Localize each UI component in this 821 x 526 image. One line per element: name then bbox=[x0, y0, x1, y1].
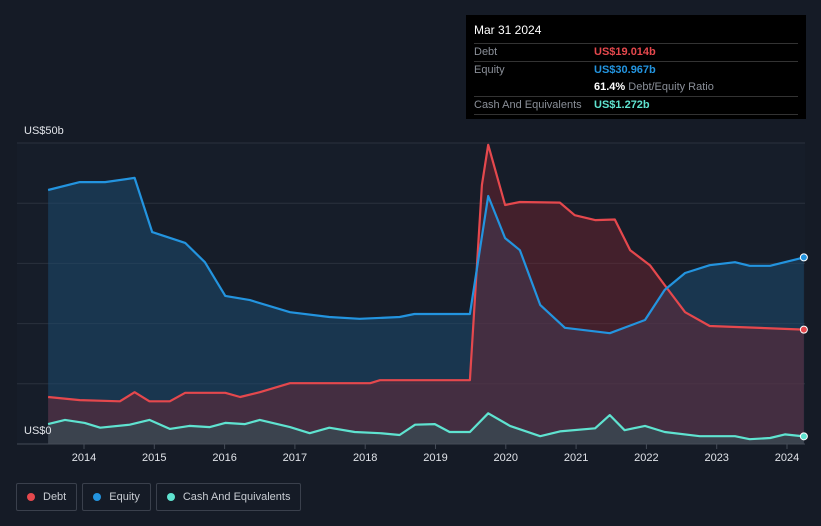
equity-dot-icon bbox=[93, 493, 102, 501]
x-tick-label: 2022 bbox=[634, 452, 658, 464]
endpoint-cash-and-equivalents bbox=[799, 432, 808, 441]
legend-item-debt[interactable]: Debt bbox=[16, 483, 78, 511]
endpoint-debt bbox=[799, 325, 808, 334]
tooltip-equity-value: US$30.967b bbox=[594, 64, 656, 76]
x-tick-label: 2020 bbox=[494, 452, 518, 464]
tooltip: Mar 31 2024 Debt US$19.014b Equity US$30.9… bbox=[466, 15, 806, 119]
legend-label: Debt bbox=[43, 491, 67, 503]
x-tick-label: 2014 bbox=[72, 452, 96, 464]
debt-dot-icon bbox=[27, 493, 35, 501]
area-equity bbox=[48, 177, 804, 444]
tooltip-cash-value: US$1.272b bbox=[594, 99, 650, 111]
line-cash-and-equivalents bbox=[47, 412, 805, 441]
tooltip-ratio-row: 61.4% Debt/Equity Ratio bbox=[474, 79, 798, 97]
tooltip-date: Mar 31 2024 bbox=[474, 23, 798, 44]
legend-item-cash[interactable]: Cash And Equivalents bbox=[155, 483, 302, 511]
tooltip-ratio-value: 61.4% bbox=[594, 81, 626, 93]
line-equity bbox=[47, 176, 805, 335]
endpoint-equity bbox=[799, 253, 808, 262]
legend-label: Equity bbox=[109, 491, 140, 503]
x-tick-label: 2015 bbox=[142, 452, 166, 464]
legend-item-equity[interactable]: Equity bbox=[82, 483, 151, 511]
x-tick-label: 2018 bbox=[353, 452, 377, 464]
x-tick-label: 2023 bbox=[704, 452, 728, 464]
legend: Debt Equity Cash And Equivalents bbox=[16, 483, 302, 511]
tooltip-ratio-label: Debt/Equity Ratio bbox=[628, 81, 714, 93]
x-tick-label: 2024 bbox=[775, 452, 799, 464]
y-tick-label-top: US$50b bbox=[24, 125, 64, 137]
legend-label: Cash And Equivalents bbox=[182, 491, 291, 503]
tooltip-debt-row: Debt US$19.014b bbox=[474, 44, 798, 62]
tooltip-debt-value: US$19.014b bbox=[594, 46, 656, 58]
line-debt bbox=[47, 143, 804, 403]
x-tick-label: 2017 bbox=[283, 452, 307, 464]
tooltip-debt-label: Debt bbox=[474, 46, 498, 58]
cash-dot-icon bbox=[166, 493, 175, 501]
area-debt bbox=[48, 144, 804, 445]
x-tick-label: 2016 bbox=[212, 452, 236, 464]
x-tick-label: 2019 bbox=[423, 452, 447, 464]
tooltip-cash-row: Cash And Equivalents US$1.272b bbox=[474, 97, 798, 115]
x-tick-label: 2021 bbox=[564, 452, 588, 464]
tooltip-cash-label: Cash And Equivalents bbox=[474, 99, 582, 111]
tooltip-equity-label: Equity bbox=[474, 64, 505, 76]
y-tick-label-zero: US$0 bbox=[24, 425, 52, 437]
tooltip-equity-row: Equity US$30.967b bbox=[474, 62, 798, 79]
